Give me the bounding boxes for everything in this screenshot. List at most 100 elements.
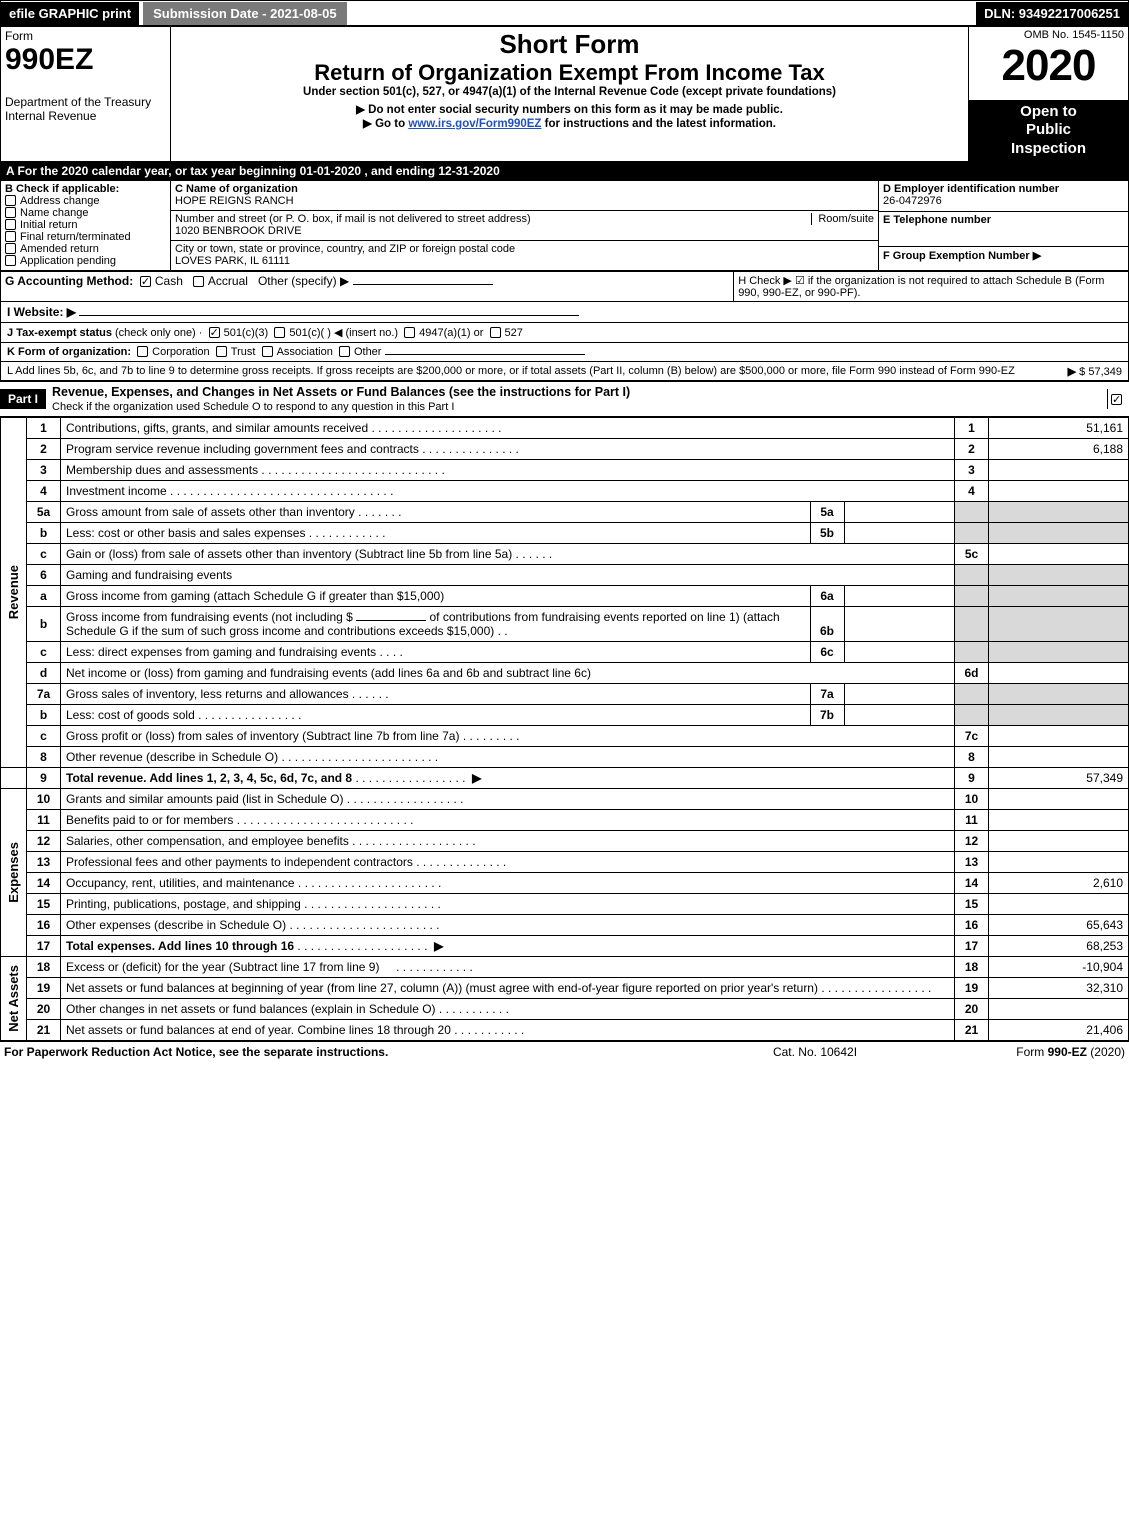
line-5b-lineno-shade: [955, 522, 989, 543]
line-7b-desc: Less: cost of goods sold . . . . . . . .…: [61, 705, 810, 725]
line-19-desc: Net assets or fund balances at beginning…: [61, 977, 955, 998]
do-not-enter-ssn: ▶ Do not enter social security numbers o…: [175, 102, 964, 116]
line-1-desc: Contributions, gifts, grants, and simila…: [61, 417, 955, 438]
line-6-amount-shade: [989, 564, 1129, 585]
street-value: 1020 BENBROOK DRIVE: [175, 225, 874, 237]
lbl-association: Association: [277, 346, 333, 358]
omb-number: OMB No. 1545-1150: [973, 29, 1124, 41]
line-5a-num: 5a: [27, 501, 61, 522]
line-20-amount: [989, 998, 1129, 1019]
form-org-label: K Form of organization:: [7, 346, 131, 358]
chk-association[interactable]: [262, 346, 273, 357]
side-label-expenses: Expenses: [6, 842, 21, 903]
open-to: Open to: [973, 103, 1124, 122]
line-6b-desc: Gross income from fundraising events (no…: [61, 607, 810, 641]
line-5c-lineno: 5c: [955, 543, 989, 564]
under-section: Under section 501(c), 527, or 4947(a)(1)…: [175, 86, 964, 98]
part1-schedule-o-checkbox[interactable]: [1107, 389, 1129, 409]
line-6c-lineno-shade: [955, 641, 989, 662]
chk-501c3[interactable]: [209, 327, 220, 338]
chk-accrual[interactable]: [193, 276, 204, 287]
line-6d-amount: [989, 662, 1129, 683]
chk-name-change[interactable]: Name change: [5, 207, 166, 219]
line-5c-num: c: [27, 543, 61, 564]
part1-header-row: Part I Revenue, Expenses, and Changes in…: [0, 381, 1129, 417]
page-footer: For Paperwork Reduction Act Notice, see …: [0, 1041, 1129, 1062]
line-14-lineno: 14: [955, 872, 989, 893]
chk-initial-return[interactable]: Initial return: [5, 219, 166, 231]
line-6b-blank[interactable]: [356, 620, 426, 621]
form-number: 990EZ: [5, 43, 166, 77]
line-21-amount: 21,406: [989, 1019, 1129, 1040]
box-e-label: E Telephone number: [883, 214, 1124, 226]
part1-lines-table: Revenue 1 Contributions, gifts, grants, …: [0, 417, 1129, 1041]
lbl-501c: 501(c)( ) ◀ (insert no.): [289, 327, 398, 339]
line-18-lineno: 18: [955, 956, 989, 977]
line-6c-amount-shade: [989, 641, 1129, 662]
go-to-prefix: ▶ Go to: [363, 118, 408, 130]
chk-application-pending[interactable]: Application pending: [5, 255, 166, 267]
row-l-amount: $ 57,349: [1079, 366, 1122, 378]
row-j: J Tax-exempt status (check only one) · 5…: [0, 323, 1129, 343]
line-5a-lineno-shade: [955, 501, 989, 522]
line-14-num: 14: [27, 872, 61, 893]
line-11-lineno: 11: [955, 809, 989, 830]
website-label: I Website: ▶: [7, 305, 76, 319]
lbl-4947a1: 4947(a)(1) or: [419, 327, 483, 339]
line-6a-sublabel: 6a: [810, 586, 844, 606]
chk-amended-return[interactable]: Amended return: [5, 243, 166, 255]
line-1-num: 1: [27, 417, 61, 438]
chk-4947a1[interactable]: [404, 327, 415, 338]
line-6b-subvalue: [844, 607, 954, 641]
line-15-amount: [989, 893, 1129, 914]
line-6c-sublabel: 6c: [810, 642, 844, 662]
side-label-netassets: Net Assets: [6, 965, 21, 1032]
line-16-num: 16: [27, 914, 61, 935]
footer-right: Form 990-EZ (2020): [925, 1045, 1125, 1059]
chk-501c[interactable]: [274, 327, 285, 338]
chk-trust[interactable]: [216, 346, 227, 357]
line-10-lineno: 10: [955, 788, 989, 809]
lbl-trust: Trust: [231, 346, 256, 358]
box-c-label: C Name of organization: [175, 183, 874, 195]
irs-link[interactable]: www.irs.gov/Form990EZ: [408, 118, 541, 130]
line-3-lineno: 3: [955, 459, 989, 480]
line-6-desc: Gaming and fundraising events: [61, 564, 955, 585]
efile-print-label[interactable]: efile GRAPHIC print: [1, 2, 139, 25]
line-8-amount: [989, 746, 1129, 767]
line-4-lineno: 4: [955, 480, 989, 501]
line-7a-amount-shade: [989, 683, 1129, 704]
chk-other-org[interactable]: [339, 346, 350, 357]
website-input[interactable]: [79, 315, 579, 316]
row-k: K Form of organization: Corporation Trus…: [0, 343, 1129, 362]
line-11-desc: Benefits paid to or for members . . . . …: [61, 809, 955, 830]
line-2-desc: Program service revenue including govern…: [61, 438, 955, 459]
chk-corporation[interactable]: [137, 346, 148, 357]
line-17-lineno: 17: [955, 935, 989, 956]
line-12-lineno: 12: [955, 830, 989, 851]
line-3-desc: Membership dues and assessments . . . . …: [61, 459, 955, 480]
line-10-num: 10: [27, 788, 61, 809]
ein-value: 26-0472976: [883, 195, 1124, 207]
line-16-amount: 65,643: [989, 914, 1129, 935]
line-17-desc: Total expenses. Add lines 10 through 16 …: [61, 935, 955, 956]
chk-address-change[interactable]: Address change: [5, 195, 166, 207]
other-org-input[interactable]: [385, 354, 585, 355]
chk-527[interactable]: [490, 327, 501, 338]
box-f-label: F Group Exemption Number ▶: [883, 249, 1124, 262]
go-to-line: ▶ Go to www.irs.gov/Form990EZ for instru…: [175, 116, 964, 130]
chk-cash[interactable]: [140, 276, 151, 287]
line-16-desc: Other expenses (describe in Schedule O) …: [61, 914, 955, 935]
line-6b-amount-shade: [989, 606, 1129, 641]
lbl-other-specify: Other (specify) ▶: [258, 274, 349, 288]
line-21-lineno: 21: [955, 1019, 989, 1040]
chk-final-return[interactable]: Final return/terminated: [5, 231, 166, 243]
line-19-lineno: 19: [955, 977, 989, 998]
line-6-num: 6: [27, 564, 61, 585]
box-b-title: B Check if applicable:: [5, 183, 166, 195]
line-19-amount: 32,310: [989, 977, 1129, 998]
line-7b-amount-shade: [989, 704, 1129, 725]
other-specify-input[interactable]: [353, 284, 493, 285]
line-1-lineno: 1: [955, 417, 989, 438]
check-only-one: (check only one) ·: [115, 327, 202, 339]
